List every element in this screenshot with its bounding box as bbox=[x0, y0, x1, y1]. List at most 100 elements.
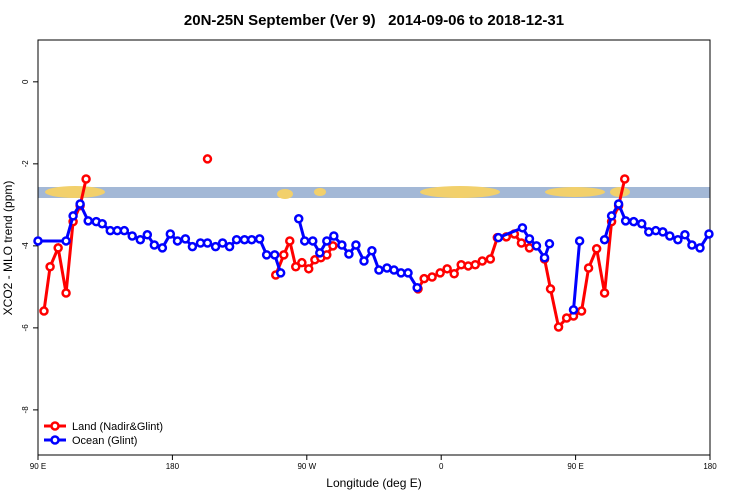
legend: Land (Nadir&Glint) Ocean (Glint) bbox=[44, 421, 163, 447]
point bbox=[673, 234, 683, 245]
point bbox=[328, 241, 338, 251]
point bbox=[180, 234, 191, 244]
point bbox=[351, 240, 361, 250]
point bbox=[403, 268, 413, 278]
point bbox=[149, 240, 160, 250]
x-axis-label: Longitude (deg E) bbox=[326, 476, 421, 490]
point bbox=[613, 199, 624, 209]
point bbox=[574, 236, 585, 246]
y-tick-label: -2 bbox=[21, 160, 30, 168]
x-tick-label: 180 bbox=[166, 462, 180, 471]
point bbox=[279, 250, 289, 260]
point bbox=[39, 306, 49, 316]
point bbox=[442, 264, 452, 274]
point bbox=[695, 243, 705, 253]
point bbox=[275, 268, 286, 278]
point bbox=[553, 322, 564, 332]
point bbox=[329, 231, 339, 241]
point bbox=[337, 240, 347, 250]
point bbox=[344, 249, 354, 259]
point bbox=[545, 284, 556, 294]
point bbox=[359, 256, 369, 266]
point bbox=[261, 250, 272, 260]
point bbox=[269, 250, 280, 260]
point bbox=[157, 243, 168, 253]
point bbox=[606, 211, 617, 221]
point bbox=[687, 240, 697, 250]
legend-marker bbox=[50, 435, 60, 445]
plot-frame bbox=[37, 39, 711, 456]
point bbox=[544, 239, 555, 249]
legend-marker bbox=[50, 421, 60, 431]
point bbox=[293, 214, 304, 224]
point bbox=[61, 236, 71, 246]
point bbox=[187, 241, 198, 252]
point bbox=[202, 154, 213, 164]
y-axis-label: XCO2 - MLO trend (ppm) bbox=[1, 181, 15, 316]
point bbox=[412, 282, 422, 293]
x-tick-label: 90 W bbox=[297, 462, 316, 471]
point bbox=[254, 234, 265, 244]
chart-title: 20N-25N September (Ver 9) 2014-09-06 to … bbox=[184, 12, 564, 29]
point bbox=[322, 236, 332, 246]
point bbox=[449, 268, 459, 279]
point bbox=[620, 216, 631, 226]
point bbox=[61, 288, 71, 298]
point bbox=[531, 241, 542, 251]
point bbox=[583, 263, 594, 273]
y-tick-label: -8 bbox=[21, 406, 30, 414]
point bbox=[285, 236, 295, 246]
point bbox=[68, 211, 78, 221]
point bbox=[142, 230, 153, 240]
point bbox=[97, 218, 107, 229]
legend-label: Ocean (Glint) bbox=[72, 435, 137, 447]
point bbox=[517, 223, 528, 233]
point bbox=[419, 273, 429, 284]
point bbox=[217, 238, 228, 248]
point bbox=[81, 174, 91, 184]
point bbox=[658, 227, 668, 237]
point bbox=[299, 236, 310, 246]
point bbox=[45, 262, 55, 272]
point bbox=[435, 268, 445, 278]
x-tick-label: 0 bbox=[439, 462, 444, 471]
x-tick-label: 90 E bbox=[30, 462, 46, 471]
point bbox=[315, 248, 325, 258]
point bbox=[231, 234, 242, 245]
point bbox=[303, 264, 314, 274]
point bbox=[290, 262, 301, 272]
point bbox=[367, 246, 377, 256]
point bbox=[172, 236, 183, 246]
point bbox=[75, 199, 85, 209]
point bbox=[568, 305, 579, 315]
point bbox=[53, 243, 63, 253]
point bbox=[485, 254, 496, 264]
point bbox=[680, 230, 690, 240]
y-tick-label: 0 bbox=[21, 79, 30, 84]
point bbox=[297, 257, 307, 268]
point bbox=[374, 265, 384, 275]
point bbox=[539, 253, 550, 263]
point bbox=[127, 231, 137, 241]
point bbox=[246, 234, 257, 245]
point bbox=[704, 229, 714, 239]
point bbox=[516, 238, 527, 248]
point bbox=[599, 288, 610, 298]
point bbox=[619, 174, 630, 184]
point bbox=[33, 236, 43, 246]
point bbox=[628, 216, 639, 227]
point bbox=[524, 234, 535, 244]
point bbox=[470, 259, 480, 270]
x-tick-label: 180 bbox=[703, 462, 717, 471]
point bbox=[637, 218, 647, 229]
point bbox=[493, 232, 504, 243]
point bbox=[591, 243, 602, 254]
point bbox=[202, 238, 213, 248]
point bbox=[83, 216, 93, 226]
y-tick-label: -4 bbox=[21, 242, 30, 250]
x-tick-label: 90 E bbox=[567, 462, 583, 471]
y-tick-label: -6 bbox=[21, 324, 30, 332]
series-line bbox=[42, 178, 627, 331]
legend-label: Land (Nadir&Glint) bbox=[72, 421, 163, 433]
